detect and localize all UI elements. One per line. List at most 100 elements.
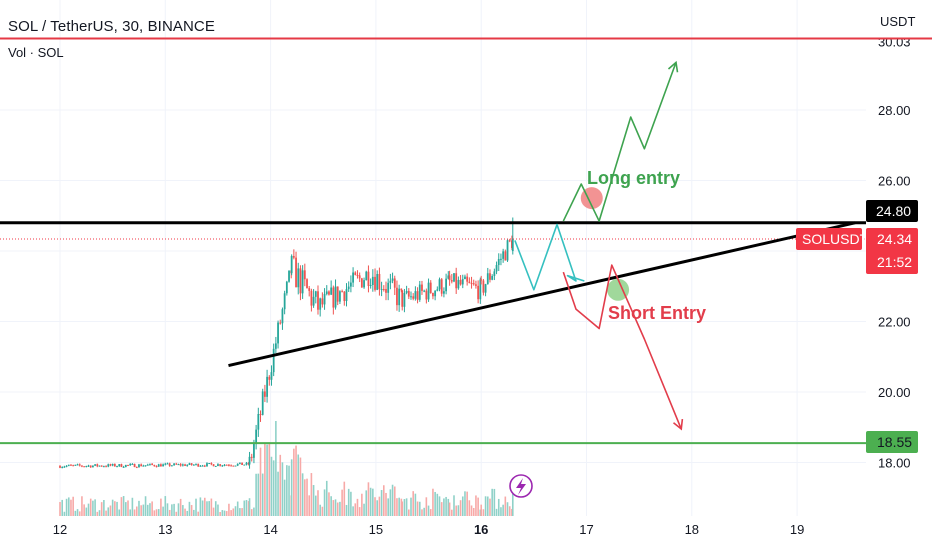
volume-bar bbox=[241, 508, 243, 516]
candle-body bbox=[219, 464, 222, 466]
volume-bar bbox=[223, 510, 226, 516]
volume-bar bbox=[378, 496, 381, 516]
candle-body bbox=[398, 288, 401, 306]
candle-body bbox=[445, 278, 447, 292]
volume-bar bbox=[427, 505, 430, 516]
volume-bar bbox=[506, 502, 509, 516]
candle-body bbox=[354, 272, 357, 275]
candle-body bbox=[153, 464, 156, 467]
candle-body bbox=[290, 256, 293, 274]
volume-bar bbox=[272, 460, 275, 516]
volume-bar bbox=[484, 496, 487, 516]
volume-bar bbox=[261, 473, 264, 516]
volume-bar bbox=[480, 504, 482, 516]
volume-bars bbox=[59, 421, 514, 516]
candle-body bbox=[281, 309, 284, 324]
volume-bar bbox=[264, 442, 266, 516]
volume-bar bbox=[151, 501, 153, 516]
candle-body bbox=[105, 466, 107, 468]
volume-bar bbox=[255, 473, 257, 516]
candle-body bbox=[385, 289, 387, 293]
candle-body bbox=[482, 280, 485, 293]
volume-bar bbox=[511, 493, 514, 516]
candle-body bbox=[495, 265, 498, 272]
ascending-trendline bbox=[228, 221, 856, 368]
candle-body bbox=[297, 268, 300, 288]
candle-body bbox=[279, 322, 282, 324]
candle-body bbox=[380, 289, 383, 291]
volume-bar bbox=[219, 511, 221, 516]
time-axis-ticks[interactable]: 12 13 14 15 16 17 18 19 bbox=[53, 522, 805, 537]
candle-body bbox=[65, 465, 68, 467]
candle-body bbox=[343, 291, 346, 302]
volume-bar bbox=[317, 490, 319, 516]
volume-bar bbox=[61, 499, 63, 516]
volume-bar bbox=[92, 500, 94, 516]
time-tick-label: 13 bbox=[158, 522, 172, 537]
short-scenario-path bbox=[562, 264, 683, 430]
volume-bar bbox=[129, 509, 131, 516]
resistance-price-tag: 24.80 bbox=[866, 200, 918, 222]
candle-body bbox=[421, 284, 423, 291]
volume-bar bbox=[270, 456, 273, 516]
candle-body bbox=[319, 298, 322, 310]
time-tick-label: 14 bbox=[263, 522, 277, 537]
candle-body bbox=[511, 239, 514, 251]
lightning-icon[interactable] bbox=[509, 474, 533, 498]
candle-body bbox=[506, 240, 509, 261]
candle-body bbox=[133, 463, 136, 468]
volume-bar bbox=[345, 504, 348, 516]
candle-body bbox=[241, 462, 243, 465]
candle-body bbox=[122, 466, 125, 468]
candle-body bbox=[486, 273, 489, 285]
candle-body bbox=[87, 465, 90, 467]
volume-bar bbox=[299, 457, 302, 516]
candle-body bbox=[508, 240, 511, 242]
volume-bar bbox=[511, 508, 513, 516]
price-tick-label: 18.00 bbox=[878, 456, 911, 471]
candle-body bbox=[94, 464, 96, 466]
volume-bar bbox=[391, 484, 394, 516]
candle-body bbox=[466, 276, 469, 282]
candle-body bbox=[434, 290, 437, 297]
volume-bar bbox=[301, 473, 304, 516]
volume-bar bbox=[321, 506, 324, 516]
candle-body bbox=[259, 414, 262, 416]
volume-bar bbox=[138, 500, 140, 516]
chart-title[interactable]: SOL / TetherUS, 30, BINANCE bbox=[8, 18, 215, 35]
volume-bar bbox=[336, 502, 339, 516]
candle-body bbox=[352, 272, 354, 283]
volume-bar bbox=[142, 504, 145, 516]
volume-bar bbox=[257, 473, 260, 516]
candle-body bbox=[208, 463, 211, 465]
candle-body bbox=[212, 464, 215, 467]
volume-bar bbox=[310, 473, 313, 516]
candle-body bbox=[450, 280, 453, 282]
volume-bar bbox=[125, 502, 127, 516]
candle-body bbox=[74, 464, 77, 466]
volume-bar bbox=[312, 485, 315, 516]
svg-text:SOLUSDT: SOLUSDT bbox=[802, 231, 869, 247]
volume-bar bbox=[195, 498, 197, 516]
volume-bar bbox=[166, 503, 169, 516]
volume-bar bbox=[376, 500, 379, 516]
volume-bar bbox=[475, 495, 477, 516]
candle-body bbox=[336, 286, 339, 302]
volume-bar bbox=[184, 508, 186, 516]
volume-bar bbox=[199, 497, 202, 516]
candle-body bbox=[146, 464, 149, 466]
candle-body bbox=[427, 282, 430, 300]
volume-bar bbox=[290, 459, 293, 516]
last-price-value: 24.34 bbox=[877, 231, 912, 247]
candle-body bbox=[489, 273, 491, 280]
volume-bar bbox=[201, 500, 204, 516]
candle-body bbox=[190, 463, 193, 465]
volume-bar bbox=[217, 504, 219, 516]
volume-bar bbox=[354, 503, 357, 516]
volume-label[interactable]: Vol · SOL bbox=[8, 45, 64, 60]
candle-body bbox=[308, 288, 311, 291]
volume-bar bbox=[372, 488, 374, 516]
volume-bar bbox=[74, 510, 77, 516]
candle-body bbox=[330, 287, 333, 295]
